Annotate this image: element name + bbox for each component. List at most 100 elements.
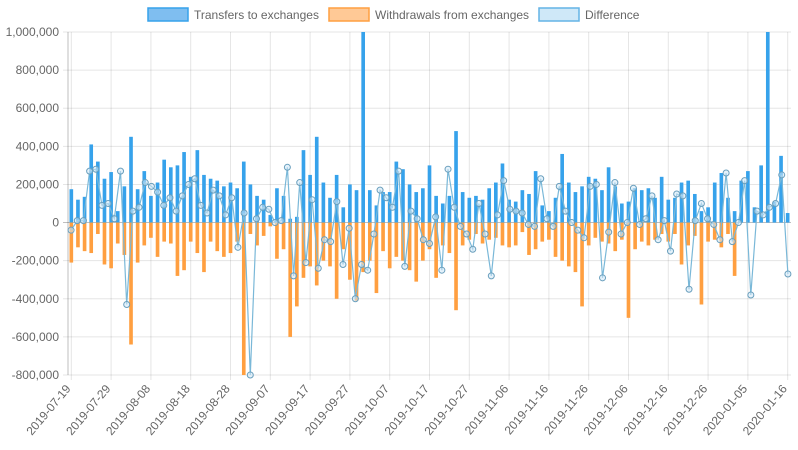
difference-point	[123, 300, 131, 308]
difference-point	[728, 238, 736, 246]
transfer-bar	[115, 211, 120, 223]
y-tick-label: 800,000	[16, 63, 60, 77]
withdrawal-bar	[726, 222, 730, 234]
x-axis: 2019-07-192019-07-292019-08-082019-08-18…	[23, 382, 790, 438]
withdrawal-bar	[135, 222, 140, 263]
withdrawal-bar	[295, 222, 299, 307]
difference-point	[487, 272, 495, 280]
withdrawal-bar	[467, 222, 472, 240]
withdrawal-bar	[334, 222, 339, 299]
difference-point	[141, 179, 149, 187]
difference-point	[296, 179, 304, 187]
withdrawal-bar	[719, 222, 724, 248]
difference-point	[654, 236, 662, 244]
withdrawal-bar	[573, 222, 578, 273]
transfer-bar	[76, 199, 80, 223]
difference-point	[642, 215, 650, 223]
withdrawal-bar	[248, 222, 253, 234]
difference-point	[765, 203, 773, 211]
difference-point	[283, 163, 291, 171]
difference-point	[147, 182, 155, 190]
difference-point	[734, 219, 742, 227]
withdrawal-bar	[394, 222, 399, 257]
transfer-bar	[434, 195, 438, 223]
difference-point	[234, 243, 242, 251]
difference-point	[741, 177, 749, 185]
difference-point	[592, 180, 600, 188]
difference-point	[679, 192, 687, 200]
transfer-bar	[341, 207, 346, 223]
withdrawal-bar	[706, 222, 710, 242]
withdrawal-bar	[533, 222, 538, 250]
withdrawal-bar	[613, 222, 618, 252]
difference-point	[339, 260, 347, 268]
y-tick-label: 0	[52, 216, 59, 230]
transfer-bar	[765, 32, 770, 223]
difference-point	[753, 207, 761, 215]
difference-point	[506, 205, 514, 213]
transfer-bar	[255, 195, 259, 223]
difference-point	[240, 209, 248, 217]
transfer-bar	[407, 184, 412, 223]
difference-point	[469, 245, 477, 253]
difference-point	[345, 224, 353, 232]
transfer-bar	[281, 195, 286, 223]
withdrawal-bar	[712, 222, 717, 240]
withdrawal-bar	[679, 222, 684, 265]
difference-point	[617, 230, 625, 238]
difference-point	[611, 179, 619, 187]
difference-point	[160, 201, 168, 209]
legend-item-difference[interactable]: Difference	[538, 7, 640, 22]
withdrawal-bar	[162, 222, 167, 242]
transfer-bar	[69, 189, 74, 223]
withdrawal-bar	[639, 222, 644, 242]
transfer-bar	[520, 190, 525, 223]
y-tick-label: 1,000,000	[6, 25, 60, 39]
transfer-bar	[314, 136, 319, 223]
difference-point	[580, 234, 588, 242]
transfer-bar	[646, 188, 651, 223]
transfer-bar	[474, 195, 478, 223]
legend-item-transfers[interactable]: Transfers to exchanges	[147, 7, 319, 22]
transfer-bar	[102, 178, 107, 223]
difference-point	[154, 188, 162, 196]
withdrawal-bar	[82, 222, 87, 252]
y-tick-label: -400,000	[12, 292, 60, 306]
withdrawal-bar	[527, 222, 531, 255]
difference-point	[524, 220, 532, 228]
difference-point	[426, 240, 433, 248]
y-axis: 1,000,000 800,000 600,000 400,000 200,000 0 -2…	[6, 25, 60, 382]
transfer-bar	[421, 188, 425, 223]
difference-point	[308, 196, 316, 204]
transfer-bar	[348, 184, 352, 223]
withdrawal-bar	[102, 222, 107, 265]
transfer-bar	[122, 186, 127, 223]
difference-point	[784, 270, 792, 278]
withdrawal-bar	[540, 222, 545, 242]
difference-point	[599, 274, 607, 282]
difference-point	[561, 207, 569, 215]
difference-point	[574, 226, 582, 234]
difference-point	[376, 186, 384, 194]
withdrawal-bar	[487, 222, 492, 240]
legend-swatch-difference	[538, 7, 580, 22]
difference-point	[320, 236, 328, 244]
transfer-bar	[447, 195, 452, 223]
withdrawal-bar	[215, 222, 220, 252]
y-tick-label: -800,000	[12, 368, 60, 382]
transfer-bar	[573, 192, 578, 223]
difference-point	[493, 211, 501, 219]
legend-item-withdrawals[interactable]: Withdrawals from exchanges	[328, 7, 529, 22]
transfer-bar	[367, 190, 372, 223]
withdrawal-bar	[96, 222, 100, 234]
withdrawal-bar	[407, 222, 412, 271]
transfer-bar	[639, 190, 644, 223]
transfer-bar	[613, 186, 618, 223]
transfer-bar	[321, 182, 326, 223]
withdrawal-bar	[626, 222, 631, 318]
transfer-bar	[653, 197, 657, 223]
difference-point	[407, 207, 415, 215]
transfer-bar	[633, 188, 637, 223]
withdrawal-bar	[547, 222, 551, 240]
withdrawal-bar	[440, 222, 445, 246]
